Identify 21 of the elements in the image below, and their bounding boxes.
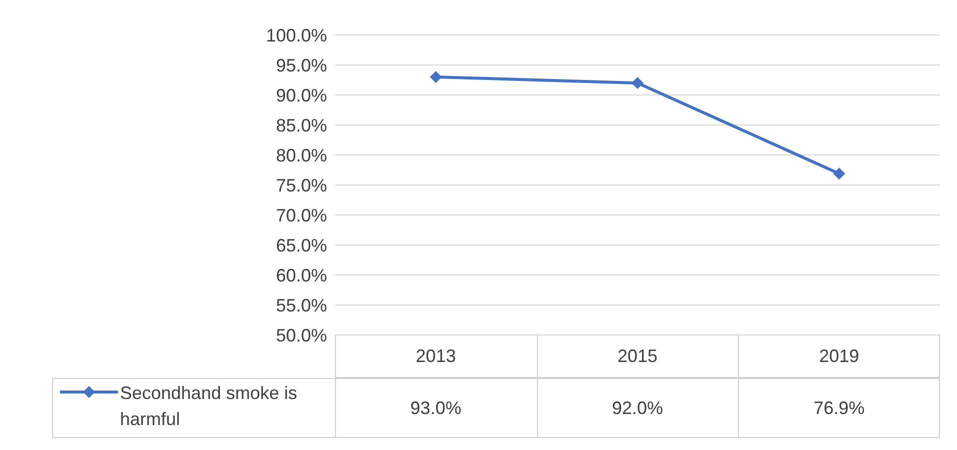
y-tick-label: 95.0% bbox=[276, 55, 327, 76]
legend-label: Secondhand smoke is harmful bbox=[120, 382, 298, 431]
y-tick-label: 60.0% bbox=[276, 265, 327, 286]
y-tick-label: 55.0% bbox=[276, 295, 327, 316]
point bbox=[632, 77, 644, 89]
y-tick-label: 80.0% bbox=[276, 145, 327, 166]
y-tick-label: 75.0% bbox=[276, 175, 327, 196]
data-label: 93.0% bbox=[409, 396, 462, 420]
point bbox=[833, 168, 846, 180]
y-tick-label: 65.0% bbox=[276, 235, 327, 256]
x-tick-label: 2015 bbox=[617, 346, 658, 366]
y-tick-label: 90.0% bbox=[276, 85, 327, 106]
y-tick-label: 70.0% bbox=[276, 205, 327, 226]
y-tick-label: 85.0% bbox=[276, 115, 327, 136]
x-tick-label: 2019 bbox=[819, 346, 860, 366]
x-tick-label: 2013 bbox=[416, 346, 456, 366]
data-label: 92.0% bbox=[610, 396, 664, 420]
y-tick-label: 100.0% bbox=[266, 25, 327, 46]
data-label: 76.9% bbox=[812, 396, 866, 420]
point bbox=[430, 71, 442, 83]
y-tick-label: 50.0% bbox=[276, 325, 327, 346]
